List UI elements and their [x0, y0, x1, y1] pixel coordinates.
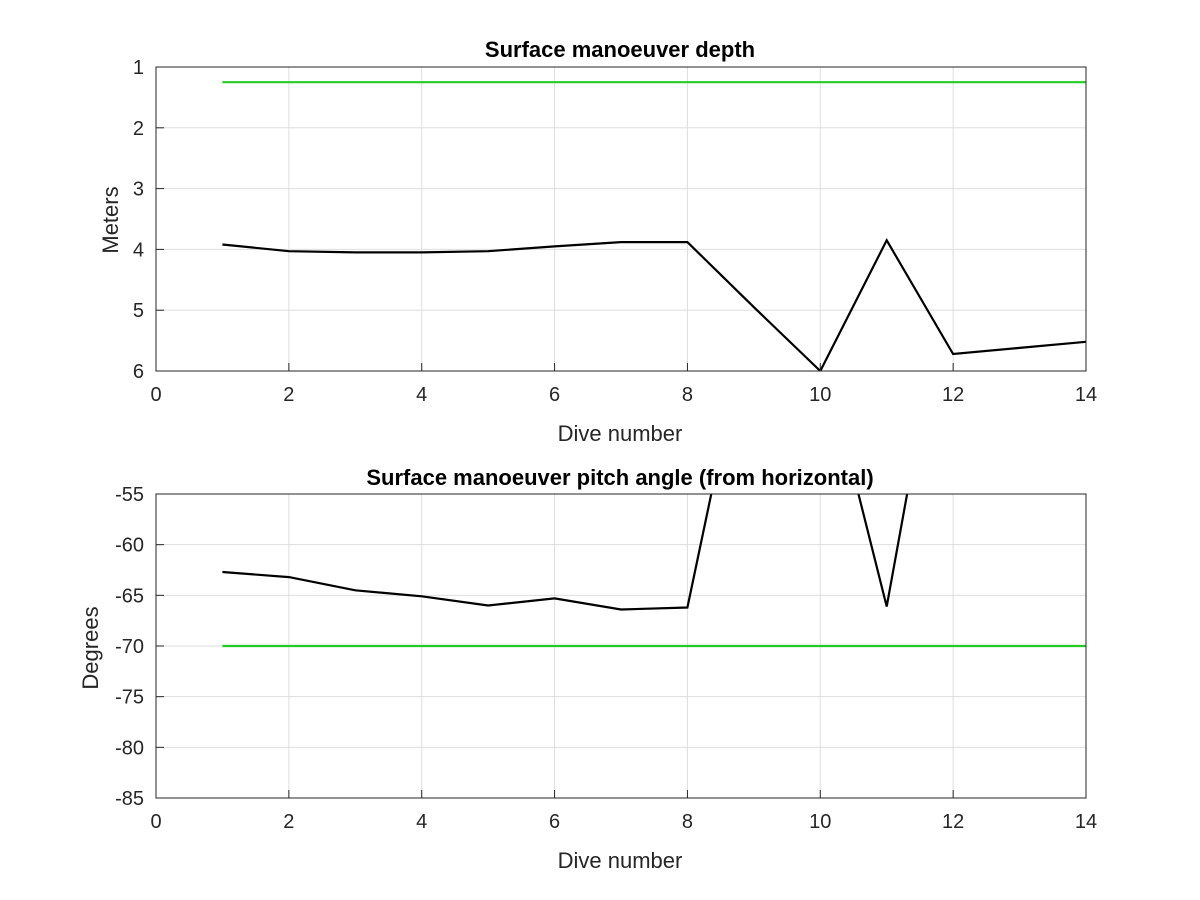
depth-grid: [155, 66, 1087, 372]
pitch-x-tick-label: 14: [1075, 811, 1097, 833]
depth-y-tick-label: 3: [133, 179, 144, 201]
pitch-y-tick-label: -85: [115, 788, 144, 810]
depth-y-tick-label: 6: [133, 361, 144, 383]
depth-series-line-0: [222, 238, 1086, 371]
pitch-y-tick-label: -55: [115, 484, 144, 506]
depth-x-tick-label: 14: [1075, 384, 1097, 406]
depth-x-tick-label: 2: [283, 384, 294, 406]
depth-x-tick-label: 12: [942, 384, 964, 406]
depth-x-tick-label: 10: [809, 384, 831, 406]
pitch-x-tick-label: 6: [549, 811, 560, 833]
depth-y-tick-label: 5: [133, 300, 144, 322]
depth-chart-title: Surface manoeuver depth: [485, 37, 755, 62]
pitch-y-axis-label: Degrees: [78, 606, 103, 689]
pitch-x-tick-label: 4: [416, 811, 427, 833]
depth-y-tick-label: 4: [133, 239, 144, 261]
depth-x-tick-label: 6: [549, 384, 560, 406]
pitch-y-tick-label: -75: [115, 687, 144, 709]
pitch-subplot: Surface manoeuver pitch angle (from hori…: [78, 465, 1097, 873]
pitch-y-tick-label: -80: [115, 737, 144, 759]
pitch-x-tick-label: 0: [150, 811, 161, 833]
depth-y-tick-label: 2: [133, 118, 144, 140]
pitch-tick-labels: 0 2 4 6 8 10 12 14 -55 -60 -65 -70 -75 -80 -85: [115, 484, 1097, 833]
depth-y-tick-label: 1: [133, 57, 144, 79]
pitch-y-tick-label: -60: [115, 535, 144, 557]
pitch-series-line-0: [222, 494, 909, 611]
pitch-x-tick-label: 12: [942, 811, 964, 833]
pitch-series-lines: [222, 494, 1086, 648]
depth-y-axis-label: Meters: [98, 186, 123, 253]
pitch-x-tick-label: 2: [283, 811, 294, 833]
pitch-x-tick-label: 10: [809, 811, 831, 833]
pitch-y-tick-label: -70: [115, 636, 144, 658]
pitch-chart-title: Surface manoeuver pitch angle (from hori…: [366, 465, 873, 490]
depth-subplot: Surface manoeuver depth Dive number Mete…: [98, 37, 1097, 446]
pitch-x-axis-label: Dive number: [558, 848, 683, 873]
depth-x-tick-label: 4: [416, 384, 427, 406]
depth-x-axis-label: Dive number: [558, 421, 683, 446]
pitch-y-tick-label: -65: [115, 585, 144, 607]
depth-x-tick-label: 8: [682, 384, 693, 406]
depth-series-lines: [222, 81, 1086, 371]
depth-axes-box: [155, 66, 1087, 372]
depth-x-tick-label: 0: [150, 384, 161, 406]
pitch-x-tick-label: 8: [682, 811, 693, 833]
